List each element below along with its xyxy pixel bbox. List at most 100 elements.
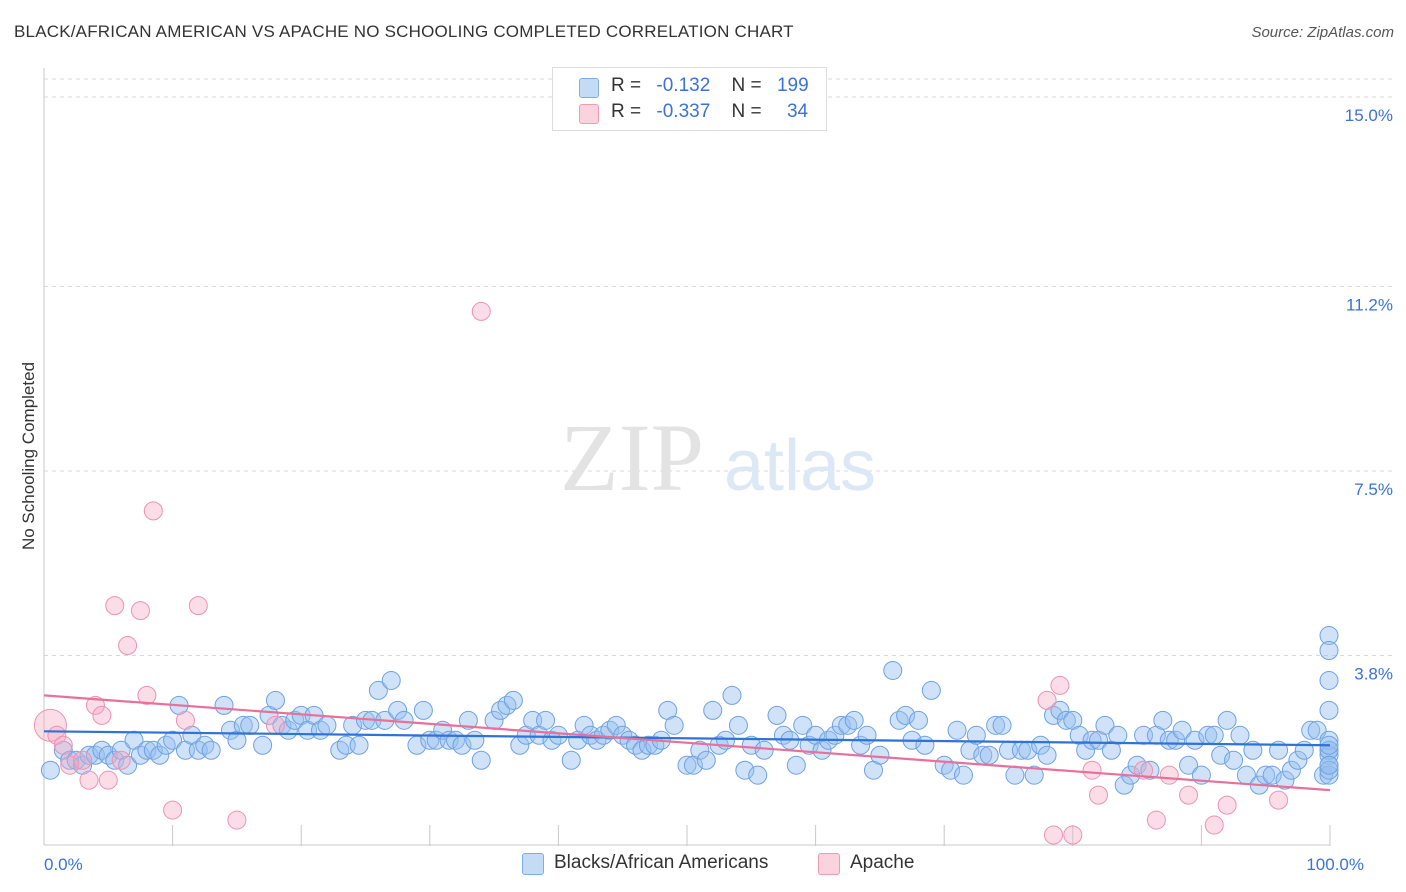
data-point	[1319, 765, 1339, 785]
data-point	[908, 710, 928, 730]
data-point	[1024, 765, 1044, 785]
trend-line-0	[43, 730, 1331, 747]
data-point	[1153, 710, 1173, 730]
data-point	[1243, 740, 1263, 760]
trend-lines	[43, 694, 1331, 792]
x-tick-label: 100.0%	[1306, 855, 1364, 874]
data-point	[992, 715, 1012, 735]
data-point	[1044, 825, 1064, 845]
data-point	[1166, 730, 1186, 750]
data-point	[1108, 725, 1128, 745]
data-point	[1082, 730, 1102, 750]
data-point	[1140, 760, 1160, 780]
axes	[43, 68, 1331, 846]
data-point	[497, 695, 517, 715]
data-point	[696, 750, 716, 770]
data-point	[118, 755, 138, 775]
data-point	[1204, 725, 1224, 745]
data-point	[915, 735, 935, 755]
data-point	[1114, 775, 1134, 795]
data-point	[966, 725, 986, 745]
legend-n-value: 34	[786, 101, 809, 122]
data-point	[381, 670, 401, 690]
stats-legend: R = -0.132 N = 199 R = -0.337 N = 34	[552, 67, 827, 131]
data-point	[793, 715, 813, 735]
data-point	[66, 750, 86, 770]
chart-source: Source: ZipAtlas.com	[1251, 24, 1394, 41]
data-point	[767, 705, 787, 725]
legend-r-value: -0.337	[656, 101, 711, 122]
legend-n-label: N =	[731, 101, 762, 122]
data-point	[1127, 755, 1147, 775]
data-point	[201, 740, 221, 760]
data-point	[317, 715, 337, 735]
data-point	[349, 735, 369, 755]
data-point	[728, 715, 748, 735]
data-point	[79, 745, 99, 765]
data-point	[1172, 720, 1192, 740]
data-point	[921, 680, 941, 700]
data-point	[1211, 745, 1231, 765]
data-point	[1319, 755, 1339, 775]
legend-label: Apache	[850, 852, 915, 873]
legend-n-value: 199	[776, 75, 809, 96]
y-tick-label: 15.0%	[1345, 106, 1393, 125]
legend-swatch-blue	[579, 78, 599, 98]
data-point	[1319, 760, 1339, 780]
data-point	[613, 725, 633, 745]
data-point	[883, 660, 903, 680]
data-point	[265, 690, 285, 710]
data-point	[503, 690, 523, 710]
data-point	[471, 301, 491, 321]
data-point	[1288, 750, 1308, 770]
data-point	[947, 720, 967, 740]
data-point	[1230, 725, 1250, 745]
data-point	[1269, 790, 1289, 810]
data-point	[831, 715, 851, 735]
data-point	[137, 685, 157, 705]
data-point	[741, 735, 761, 755]
data-point	[889, 710, 909, 730]
data-point	[143, 740, 163, 760]
data-point	[1301, 720, 1321, 740]
y-tick-label: 7.5%	[1354, 480, 1393, 499]
data-point	[388, 700, 408, 720]
data-point	[786, 755, 806, 775]
data-point	[896, 705, 916, 725]
data-point	[1319, 700, 1339, 720]
y-tick-label: 11.2%	[1346, 295, 1393, 314]
data-point	[220, 720, 240, 740]
data-point	[105, 750, 125, 770]
data-point	[870, 745, 890, 765]
data-point	[857, 725, 877, 745]
data-point	[143, 501, 163, 521]
data-point	[458, 710, 478, 730]
data-point	[619, 730, 639, 750]
grid-lines	[44, 78, 1395, 657]
data-point	[703, 700, 723, 720]
data-point	[330, 740, 350, 760]
data-point	[98, 745, 118, 765]
data-point	[105, 596, 125, 616]
data-point	[953, 765, 973, 785]
data-point	[838, 715, 858, 735]
data-point	[253, 735, 273, 755]
chart-title: BLACK/AFRICAN AMERICAN VS APACHE NO SCHO…	[14, 22, 794, 41]
data-point	[163, 800, 183, 820]
watermark-zip: ZIP	[560, 404, 704, 511]
legend-r-label: R =	[611, 101, 642, 122]
data-point	[1217, 795, 1237, 815]
watermark-atlas: atlas	[724, 426, 876, 506]
data-point	[118, 636, 138, 656]
data-point	[561, 750, 581, 770]
data-point	[394, 710, 414, 730]
data-point	[1050, 675, 1070, 695]
series-1	[33, 301, 1289, 845]
data-point	[1179, 755, 1199, 775]
data-point	[1082, 760, 1102, 780]
trend-line-1	[43, 694, 1331, 792]
data-point	[979, 745, 999, 765]
data-point	[799, 735, 819, 755]
data-point	[285, 710, 305, 730]
data-point	[1217, 710, 1237, 730]
